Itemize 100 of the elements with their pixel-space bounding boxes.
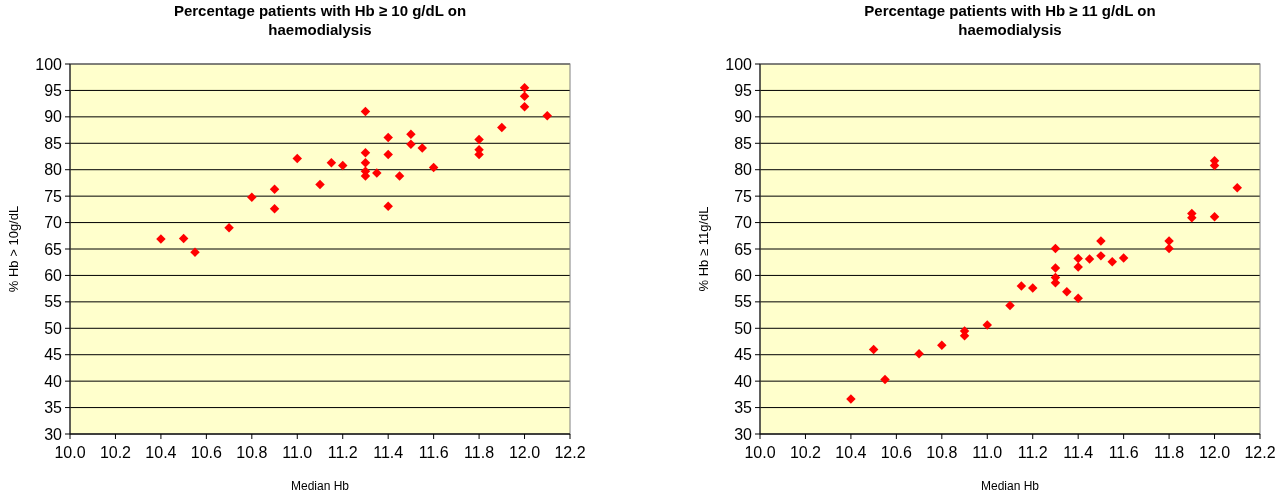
y-tick-label: 35 bbox=[44, 399, 63, 417]
point bbox=[269, 204, 280, 214]
point bbox=[372, 168, 382, 178]
point bbox=[178, 233, 189, 244]
x-tick-label: 11.8 bbox=[464, 444, 495, 461]
y-tick-label: 50 bbox=[44, 319, 63, 337]
point bbox=[1016, 281, 1027, 291]
x-tick-label: 10.6 bbox=[190, 444, 223, 461]
point bbox=[1050, 263, 1061, 273]
point bbox=[292, 153, 303, 164]
x-tick-label: 11.0 bbox=[282, 444, 313, 461]
point bbox=[383, 201, 393, 211]
point bbox=[269, 184, 280, 195]
point bbox=[497, 122, 507, 133]
y-tick-label: 100 bbox=[725, 55, 753, 73]
point bbox=[360, 148, 371, 158]
y-tick-label: 90 bbox=[44, 108, 63, 126]
x-tick-label: 10.2 bbox=[99, 444, 132, 461]
x-axis-title: Median Hb bbox=[980, 479, 1040, 493]
y-tick-label: 80 bbox=[44, 161, 63, 179]
point bbox=[1050, 243, 1061, 254]
point bbox=[1118, 253, 1129, 263]
point bbox=[428, 162, 439, 173]
point bbox=[519, 83, 530, 93]
y-axis-title: % Hb ≥ 11g/dL bbox=[696, 206, 711, 292]
x-tick-label: 10.8 bbox=[926, 444, 958, 461]
point bbox=[360, 106, 371, 117]
point bbox=[982, 320, 993, 330]
x-tick-label: 11.4 bbox=[373, 444, 404, 461]
x-axis-title: Median Hb bbox=[290, 479, 350, 493]
x-tick-label: 10.0 bbox=[54, 444, 86, 461]
x-tick-label: 12.2 bbox=[554, 444, 586, 461]
point bbox=[1073, 293, 1083, 303]
point bbox=[315, 179, 325, 190]
point bbox=[406, 129, 416, 140]
y-tick-label: 55 bbox=[734, 293, 753, 311]
point bbox=[406, 139, 416, 150]
point bbox=[394, 171, 405, 181]
y-tick-label: 45 bbox=[44, 346, 63, 364]
point bbox=[542, 111, 553, 121]
point bbox=[1209, 212, 1220, 222]
x-tick-label: 11.8 bbox=[1154, 444, 1185, 461]
x-tick-label: 10.8 bbox=[236, 444, 268, 461]
point bbox=[383, 132, 393, 143]
point bbox=[337, 160, 348, 171]
point bbox=[1084, 254, 1095, 264]
point bbox=[1073, 253, 1083, 264]
chart-title: Percentage patients with Hb ≥ 10 g/dL on haemodialysis bbox=[173, 2, 467, 38]
x-tick-label: 10.2 bbox=[789, 444, 822, 461]
y-tick-label: 95 bbox=[734, 82, 753, 100]
y-tick-label: 95 bbox=[44, 82, 63, 100]
point bbox=[1005, 300, 1015, 311]
point bbox=[383, 149, 393, 160]
x-tick-label: 10.4 bbox=[145, 444, 177, 461]
point bbox=[880, 374, 890, 385]
y-tick-label: 70 bbox=[734, 214, 753, 232]
x-tick-label: 12.0 bbox=[1198, 444, 1231, 461]
y-tick-label: 100 bbox=[35, 55, 63, 73]
y-tick-label: 35 bbox=[734, 399, 753, 417]
y-tick-label: 40 bbox=[44, 372, 63, 390]
y-tick-label: 30 bbox=[734, 425, 753, 443]
y-tick-label: 50 bbox=[734, 319, 753, 337]
point bbox=[326, 158, 337, 168]
x-tick-label: 10.4 bbox=[835, 444, 867, 461]
y-tick-label: 65 bbox=[734, 240, 753, 258]
x-tick-label: 11.2 bbox=[1017, 444, 1048, 461]
y-tick-label: 60 bbox=[44, 267, 63, 285]
point bbox=[868, 344, 879, 355]
point bbox=[519, 91, 530, 101]
y-tick-label: 45 bbox=[734, 346, 753, 364]
x-tick-label: 12.0 bbox=[508, 444, 541, 461]
y-tick-label: 55 bbox=[44, 293, 63, 311]
chart-title: Percentage patients with Hb ≥ 11 g/dL on haemodialysis bbox=[864, 2, 1156, 38]
y-tick-label: 80 bbox=[734, 161, 753, 179]
y-tick-label: 30 bbox=[44, 425, 63, 443]
point bbox=[360, 158, 371, 168]
y-tick-label: 60 bbox=[734, 267, 753, 285]
x-tick-label: 12.2 bbox=[1244, 444, 1275, 461]
point bbox=[519, 102, 530, 112]
y-tick-label: 75 bbox=[734, 187, 753, 205]
y-tick-label: 40 bbox=[734, 372, 753, 390]
point bbox=[1164, 243, 1174, 254]
point bbox=[417, 143, 428, 153]
y-tick-label: 65 bbox=[44, 240, 63, 258]
x-tick-label: 10.6 bbox=[880, 444, 913, 461]
x-tick-label: 11.2 bbox=[327, 444, 358, 461]
y-tick-label: 85 bbox=[44, 134, 63, 152]
y-tick-label: 85 bbox=[734, 134, 753, 152]
x-tick-label: 11.6 bbox=[418, 444, 449, 461]
point bbox=[937, 340, 947, 350]
point bbox=[474, 134, 484, 145]
x-tick-label: 11.0 bbox=[972, 444, 1003, 461]
y-axis-title: % Hb > 10g/dL bbox=[6, 205, 21, 293]
point bbox=[1107, 256, 1118, 267]
point bbox=[1027, 283, 1038, 293]
point bbox=[914, 348, 924, 359]
point bbox=[1062, 287, 1072, 297]
y-tick-label: 75 bbox=[44, 187, 63, 205]
point bbox=[247, 192, 257, 202]
y-tick-label: 90 bbox=[734, 108, 753, 126]
